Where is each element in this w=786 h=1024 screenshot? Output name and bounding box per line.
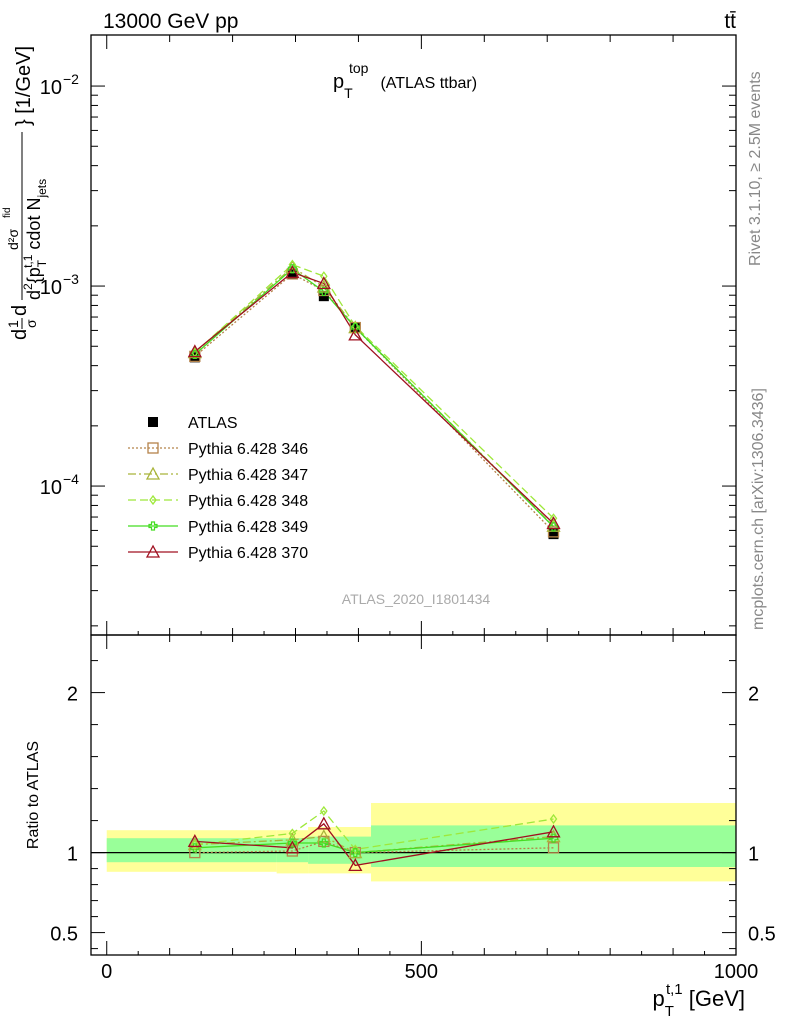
point-349	[319, 286, 329, 297]
analysis-watermark: ATLAS_2020_I1801434	[342, 591, 491, 607]
ratio-y-tick-label-right: 2	[748, 684, 759, 706]
ratio-frame	[90, 634, 737, 956]
ratio-line-348	[194, 810, 554, 851]
main-y-tick-exponent: −3	[63, 271, 79, 287]
series-line-347	[194, 266, 554, 527]
point-346	[547, 526, 560, 538]
ratio-point-347	[285, 832, 300, 846]
main-panel: ATLAS_2020_I1801434 10−210−310−4 pTtop (…	[2, 34, 737, 636]
legend-label-data: ATLAS	[188, 415, 238, 432]
point-347	[316, 279, 331, 293]
main-data-layer	[187, 259, 561, 540]
legend-marker-349	[148, 521, 158, 531]
ratio-y-tick-label: 1	[67, 844, 78, 866]
legend-label-370: Pythia 6.428 370	[188, 545, 308, 562]
legend-label-349: Pythia 6.428 349	[188, 519, 308, 536]
ratio-point-348	[288, 828, 297, 839]
legend-marker-346	[147, 442, 159, 454]
main-y-tick-label: 10	[40, 77, 62, 99]
point-data	[318, 291, 329, 302]
x-axis-label: pTt,1 [GeV]	[653, 981, 745, 1020]
ratio-point-347	[316, 829, 331, 843]
point-370	[316, 276, 331, 290]
rivet-version-label: Rivet 3.1.10, ≥ 2.5M events	[747, 71, 764, 266]
ratio-point-370	[348, 858, 363, 872]
point-370	[546, 516, 561, 530]
ratio-line-349	[194, 837, 554, 854]
ratio-point-349	[350, 848, 360, 858]
main-y-tick-label: 10	[40, 477, 62, 499]
ratio-line-346	[194, 840, 554, 854]
header-process-label: tt̄	[724, 10, 736, 33]
main-y-tick-exponent: −2	[63, 71, 79, 87]
point-370	[285, 265, 300, 279]
svg-text:σ: σ	[23, 319, 39, 328]
svg-text:d²σ: d²σ	[5, 229, 21, 250]
svg-text:1: 1	[5, 320, 21, 328]
ratio-point-347	[348, 845, 363, 859]
main-y-axis-label: d 1 σ d d²σ fid d2{pTt,1 cdot Njets } [1…	[2, 46, 49, 340]
plot-title: pTtop (ATLAS ttbar)	[333, 60, 477, 101]
band-inner	[308, 836, 372, 864]
legend: ATLAS Pythia 6.428 346 Pythia 6.428 347 Pyt…	[128, 415, 308, 562]
legend-marker-370	[145, 544, 161, 558]
header-energy-label: 13000 GeV pp	[103, 10, 238, 33]
point-349	[190, 349, 200, 360]
svg-text:fid: fid	[2, 207, 13, 218]
legend-marker-data	[148, 417, 158, 427]
series-line-348	[194, 263, 554, 519]
ratio-point-349	[548, 833, 559, 843]
svg-text:} [1/GeV]: } [1/GeV]	[13, 46, 35, 126]
ratio-y-tick-label-right: 0.5	[748, 924, 776, 946]
ratio-point-370	[316, 816, 331, 830]
ratio-y-tick-label: 2	[67, 684, 78, 706]
mcplots-label: mcplots.cern.ch [arXiv:1306.3436]	[750, 388, 767, 630]
point-370	[348, 327, 363, 341]
ratio-y-tick-label: 0.5	[50, 924, 78, 946]
point-370	[187, 344, 202, 358]
ratio-point-348	[320, 805, 328, 817]
x-tick-label: 0	[101, 961, 112, 983]
legend-marker-347	[145, 466, 161, 480]
main-y-tick-label: 10	[40, 277, 62, 299]
ratio-y-tick-label-right: 1	[748, 844, 759, 866]
point-349	[350, 322, 360, 333]
ratio-point-370	[187, 834, 202, 848]
legend-marker-348	[149, 494, 157, 506]
point-348	[320, 271, 328, 282]
ratio-point-349	[190, 843, 200, 853]
ratio-axis-ticks: 0.5 0.5 1 1 2 2 0 500 1000	[50, 635, 776, 983]
legend-label-346: Pythia 6.428 346	[188, 441, 308, 458]
x-tick-label: 500	[405, 961, 438, 983]
ratio-point-370	[546, 824, 561, 838]
main-axis-ticks: 10−210−310−4	[40, 35, 737, 635]
ratio-y-axis-label: Ratio to ATLAS	[25, 741, 42, 849]
svg-text:d2{pTt,1 cdot Njets: d2{pTt,1 cdot Njets	[21, 179, 49, 300]
legend-label-348: Pythia 6.428 348	[188, 493, 308, 510]
series-line-370	[194, 271, 554, 524]
svg-text:d: d	[9, 329, 31, 340]
svg-text:d: d	[9, 305, 31, 316]
ratio-point-347	[546, 829, 561, 843]
point-data	[287, 268, 298, 279]
ratio-point-370	[285, 840, 300, 854]
ratio-point-349	[319, 838, 329, 848]
x-tick-label: 1000	[714, 961, 759, 983]
ratio-line-370	[194, 822, 554, 867]
ratio-point-348	[549, 813, 558, 825]
point-348	[288, 259, 297, 270]
main-y-tick-exponent: −4	[63, 471, 79, 487]
point-data	[548, 529, 559, 540]
ratio-panel: 0.5 0.5 1 1 2 2 0 500 1000 Ratio to ATLAS pTt,1 …	[25, 634, 776, 1020]
legend-label-347: Pythia 6.428 347	[188, 467, 308, 484]
series-line-346	[194, 273, 554, 533]
ratio-data-layer	[187, 805, 561, 872]
